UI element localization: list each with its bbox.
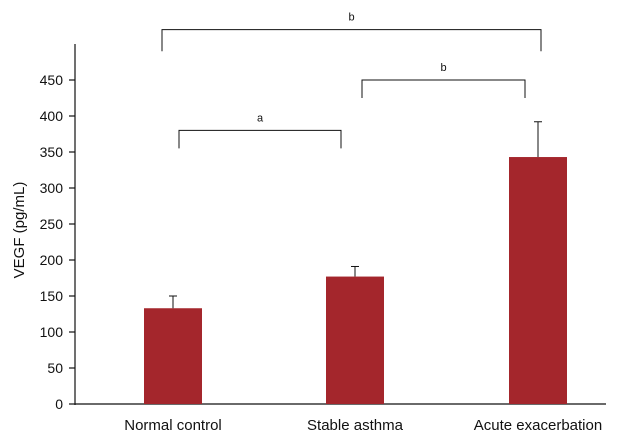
bar (144, 308, 202, 404)
x-tick-label: Normal control (124, 417, 222, 434)
error-bars (169, 121, 542, 309)
significance-bracket (161, 29, 542, 52)
x-tick-label: Stable asthma (307, 417, 404, 434)
significance-label: b (440, 62, 446, 74)
y-tick-label: 100 (40, 324, 64, 340)
bars (144, 157, 567, 404)
significance-bracket (361, 79, 526, 98)
y-tick-label: 400 (40, 108, 64, 124)
bar (509, 157, 567, 404)
y-axis: 0 50 100 150 200 250 300 350 400 450 (40, 44, 76, 412)
significance-label: b (348, 12, 354, 24)
y-tick-label: 450 (40, 72, 64, 88)
bar (326, 276, 384, 404)
y-tick-label: 200 (40, 252, 64, 268)
y-tick-label: 0 (55, 396, 63, 412)
y-tick-label: 50 (47, 360, 63, 376)
y-axis-title: VEGF (pg/mL) (11, 182, 28, 279)
y-tick-label: 300 (40, 180, 64, 196)
y-tick-label: 150 (40, 288, 64, 304)
y-tick-label: 250 (40, 216, 64, 232)
y-tick-label: 350 (40, 144, 64, 160)
x-axis: Normal control Stable asthma Acute exacerb… (75, 403, 606, 434)
significance-brackets: a b b (161, 12, 542, 149)
x-tick-label: Acute exacerbation (474, 417, 602, 434)
significance-label: a (257, 112, 264, 124)
significance-bracket (178, 129, 342, 149)
